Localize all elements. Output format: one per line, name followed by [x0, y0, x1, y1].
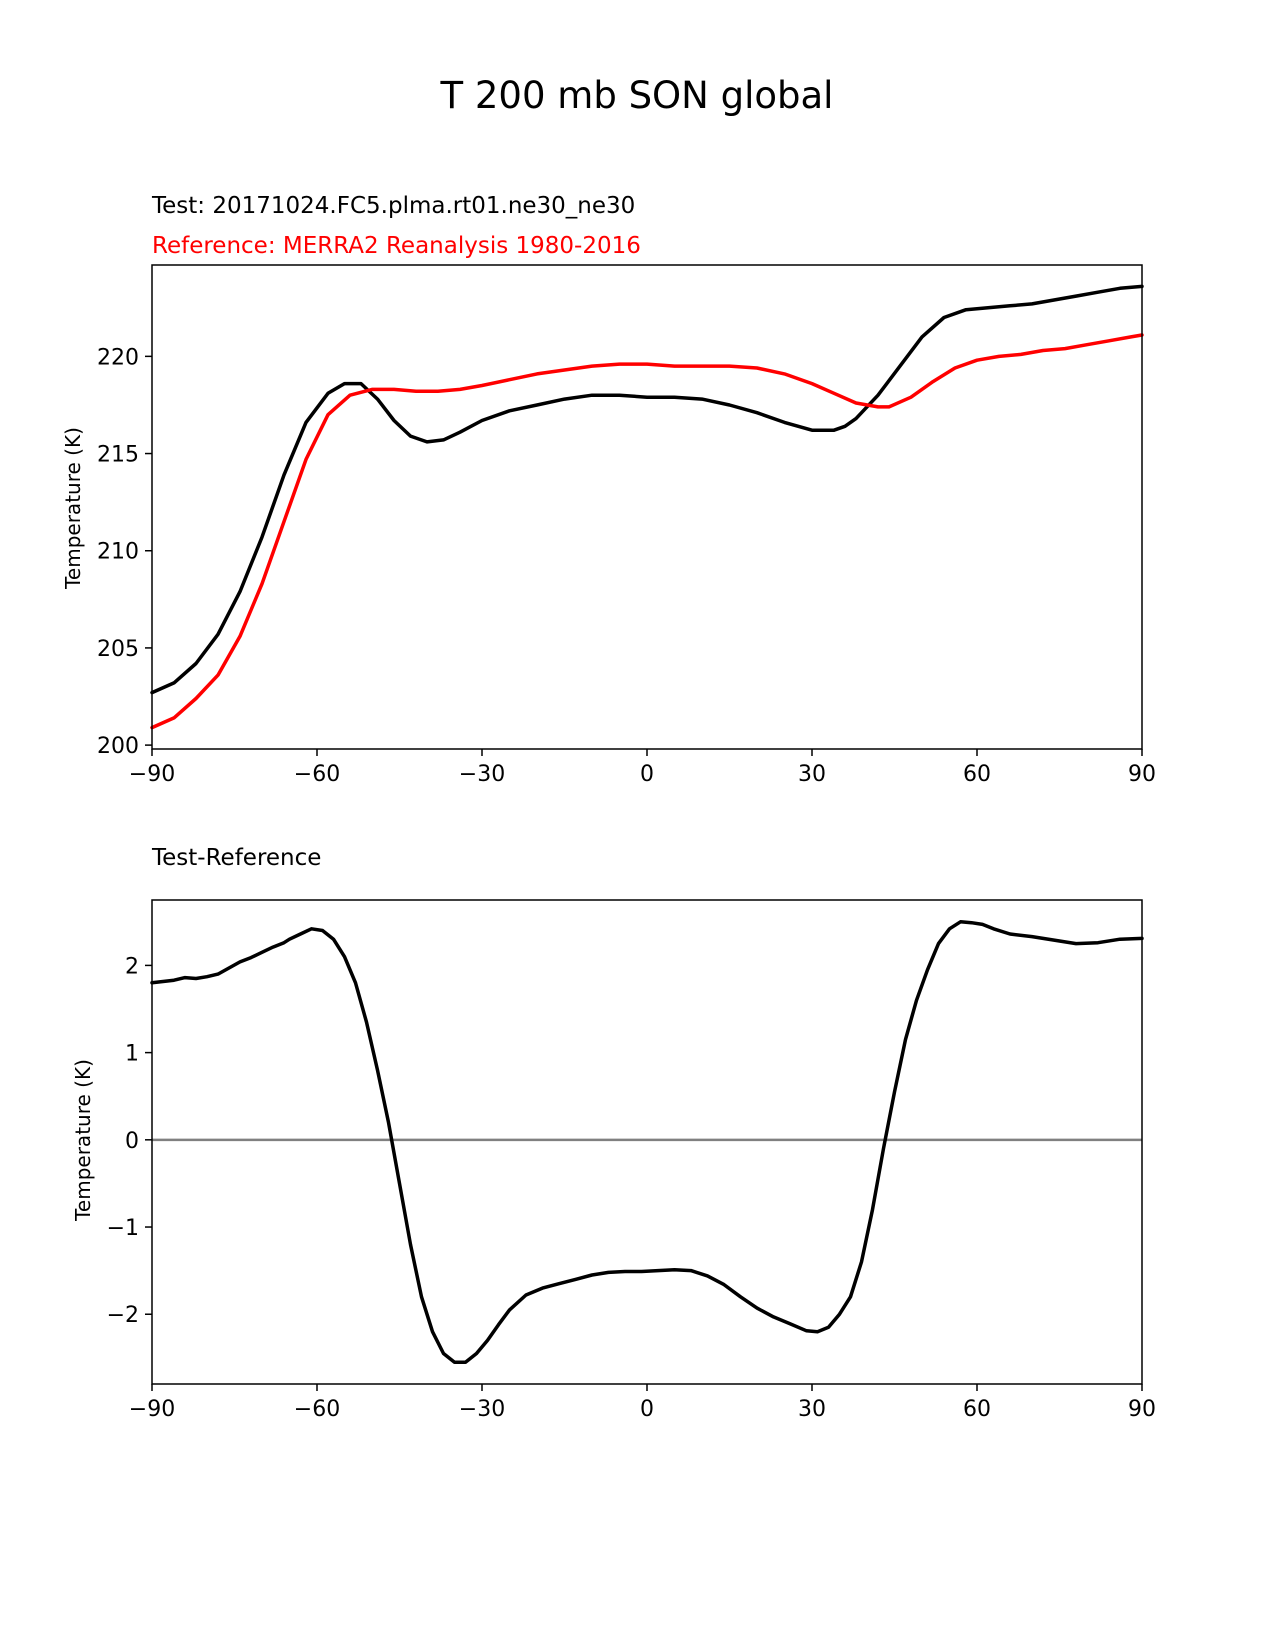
top-subtitle-test: Test: 20171024.FC5.plma.rt01.ne30_ne30	[151, 193, 635, 219]
top-x-tick-label: −90	[129, 762, 175, 787]
bottom-y-tick-label: −2	[107, 1303, 139, 1328]
top-y-tick-label: 220	[97, 345, 139, 370]
bottom-y-tick-label: 2	[125, 954, 139, 979]
bottom-y-tick-label: 1	[125, 1042, 139, 1067]
top-y-axis-label: Temperature (K)	[61, 427, 85, 590]
bottom-x-tick-label: 90	[1128, 1397, 1156, 1422]
bottom-panel: Test-Reference Temperature (K) −90 −60 −30…	[71, 845, 1156, 1422]
bottom-x-tick-label: 30	[798, 1397, 826, 1422]
top-y-tick-label: 205	[97, 637, 139, 662]
top-x-tick-label: 30	[798, 762, 826, 787]
bottom-x-tick-label: 0	[640, 1397, 654, 1422]
bottom-lines	[150, 920, 1144, 1364]
bottom-y-tick-label: 0	[125, 1129, 139, 1154]
bottom-series-test-reference-line	[150, 920, 1144, 1364]
top-x-tick-label: −60	[294, 762, 340, 787]
bottom-x-tick-label: −90	[129, 1397, 175, 1422]
top-ticks: −90 −60 −30 0 30 60 90 200 205 210 215 220	[97, 345, 1156, 787]
bottom-y-axis-label: Temperature (K)	[71, 1059, 95, 1222]
bottom-y-tick-label: −1	[107, 1216, 139, 1241]
top-plot-frame	[151, 264, 1143, 750]
top-series-reference-line	[150, 333, 1144, 730]
top-y-tick-label: 210	[97, 540, 139, 565]
top-x-tick-label: −30	[459, 762, 505, 787]
top-y-tick-label: 200	[97, 734, 139, 759]
bottom-x-tick-label: −30	[459, 1397, 505, 1422]
top-x-tick-label: 0	[640, 762, 654, 787]
bottom-plot-frame	[151, 899, 1143, 1385]
bottom-ticks: −90 −60 −30 0 30 60 90 −2 −1 0 1 2	[107, 954, 1156, 1422]
bottom-x-tick-label: 60	[963, 1397, 991, 1422]
top-series-test-line	[150, 284, 1144, 695]
top-subtitle-reference: Reference: MERRA2 Reanalysis 1980-2016	[152, 233, 641, 259]
figure-title: T 200 mb SON global	[440, 74, 834, 117]
top-x-tick-label: 90	[1128, 762, 1156, 787]
bottom-subtitle: Test-Reference	[151, 845, 321, 871]
bottom-x-tick-label: −60	[294, 1397, 340, 1422]
top-y-tick-label: 215	[97, 443, 139, 468]
top-lines	[150, 284, 1144, 730]
top-panel: Test: 20171024.FC5.plma.rt01.ne30_ne30 R…	[61, 193, 1156, 787]
top-x-tick-label: 60	[963, 762, 991, 787]
